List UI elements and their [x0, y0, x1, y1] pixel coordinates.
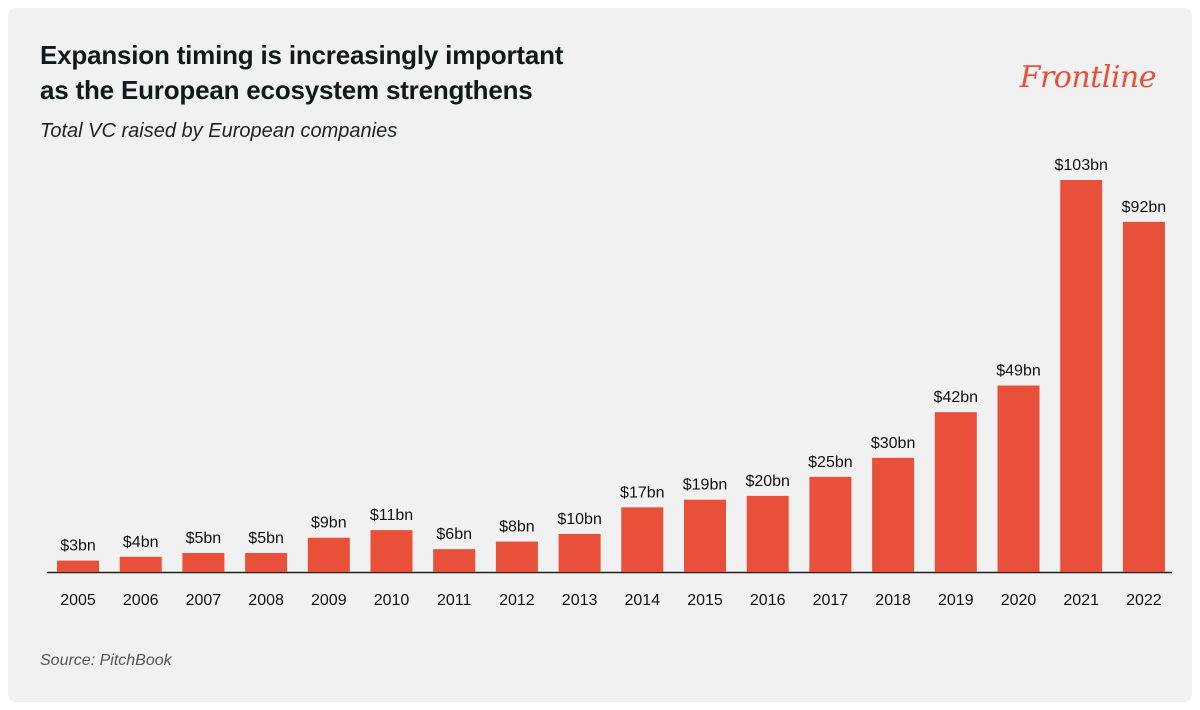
x-tick-2022: 2022 — [1126, 592, 1162, 609]
x-tick-2008: 2008 — [248, 592, 284, 609]
data-label-2009: $9bn — [311, 515, 347, 532]
x-tick-2006: 2006 — [123, 592, 159, 609]
data-label-2011: $6bn — [436, 526, 472, 543]
data-label-2010: $11bn — [370, 507, 413, 524]
data-label-2022: $92bn — [1122, 199, 1167, 216]
x-tick-2015: 2015 — [687, 592, 723, 609]
x-tick-2011: 2011 — [437, 592, 472, 609]
title-line-2: as the European ecosystem strengthens — [40, 75, 533, 105]
bar-2013 — [558, 533, 601, 572]
data-label-2021: $103bn — [1055, 157, 1108, 174]
bar-2021 — [1060, 180, 1103, 572]
data-label-2008: $5bn — [248, 530, 284, 547]
x-tick-2007: 2007 — [186, 592, 222, 609]
bar-2012 — [495, 541, 538, 572]
data-label-2005: $3bn — [60, 538, 96, 555]
data-label-2018: $30bn — [871, 435, 916, 452]
bar-2011 — [433, 549, 476, 572]
bar-2017 — [809, 476, 852, 572]
data-label-2007: $5bn — [186, 530, 222, 547]
x-tick-2018: 2018 — [875, 592, 911, 609]
bar-2010 — [370, 530, 413, 572]
bar-2009 — [307, 537, 350, 572]
bar-2006 — [119, 556, 162, 572]
bar-2016 — [746, 495, 789, 572]
x-tick-2020: 2020 — [1001, 592, 1037, 609]
data-label-2020: $49bn — [996, 363, 1041, 380]
x-tick-2010: 2010 — [374, 592, 410, 609]
data-label-2012: $8bn — [499, 519, 535, 536]
data-label-2016: $20bn — [745, 473, 790, 490]
bar-2015 — [684, 499, 726, 572]
x-tick-2016: 2016 — [750, 592, 786, 609]
bar-2005 — [57, 560, 99, 572]
data-label-2014: $17bn — [620, 484, 665, 501]
title-line-1: Expansion timing is increasingly importa… — [40, 40, 564, 70]
bar-2007 — [182, 552, 225, 572]
x-tick-2021: 2021 — [1063, 592, 1099, 609]
x-tick-2017: 2017 — [813, 592, 849, 609]
bar-2018 — [872, 457, 915, 572]
data-label-2013: $10bn — [557, 511, 602, 528]
x-tick-2014: 2014 — [625, 592, 661, 609]
bar-2019 — [934, 412, 977, 572]
chart-card: Expansion timing is increasingly importa… — [8, 8, 1192, 702]
x-tick-2009: 2009 — [311, 592, 347, 609]
frontline-logo: Frontline — [1019, 60, 1157, 95]
data-label-2015: $19bn — [683, 477, 728, 494]
source-note: Source: PitchBook — [40, 652, 172, 669]
data-label-2019: $42bn — [934, 389, 979, 406]
bar-2022 — [1122, 221, 1165, 572]
x-tick-2019: 2019 — [938, 592, 974, 609]
x-tick-2012: 2012 — [499, 592, 535, 609]
chart-title: Expansion timing is increasingly importa… — [40, 38, 740, 108]
data-label-2017: $25bn — [808, 454, 853, 471]
bar-2014 — [621, 507, 664, 572]
bar-2008 — [245, 552, 288, 572]
chart-subtitle: Total VC raised by European companies — [40, 120, 398, 142]
x-tick-2005: 2005 — [60, 592, 96, 609]
bar-2020 — [997, 385, 1040, 572]
x-tick-2013: 2013 — [562, 592, 598, 609]
data-label-2006: $4bn — [123, 534, 159, 551]
